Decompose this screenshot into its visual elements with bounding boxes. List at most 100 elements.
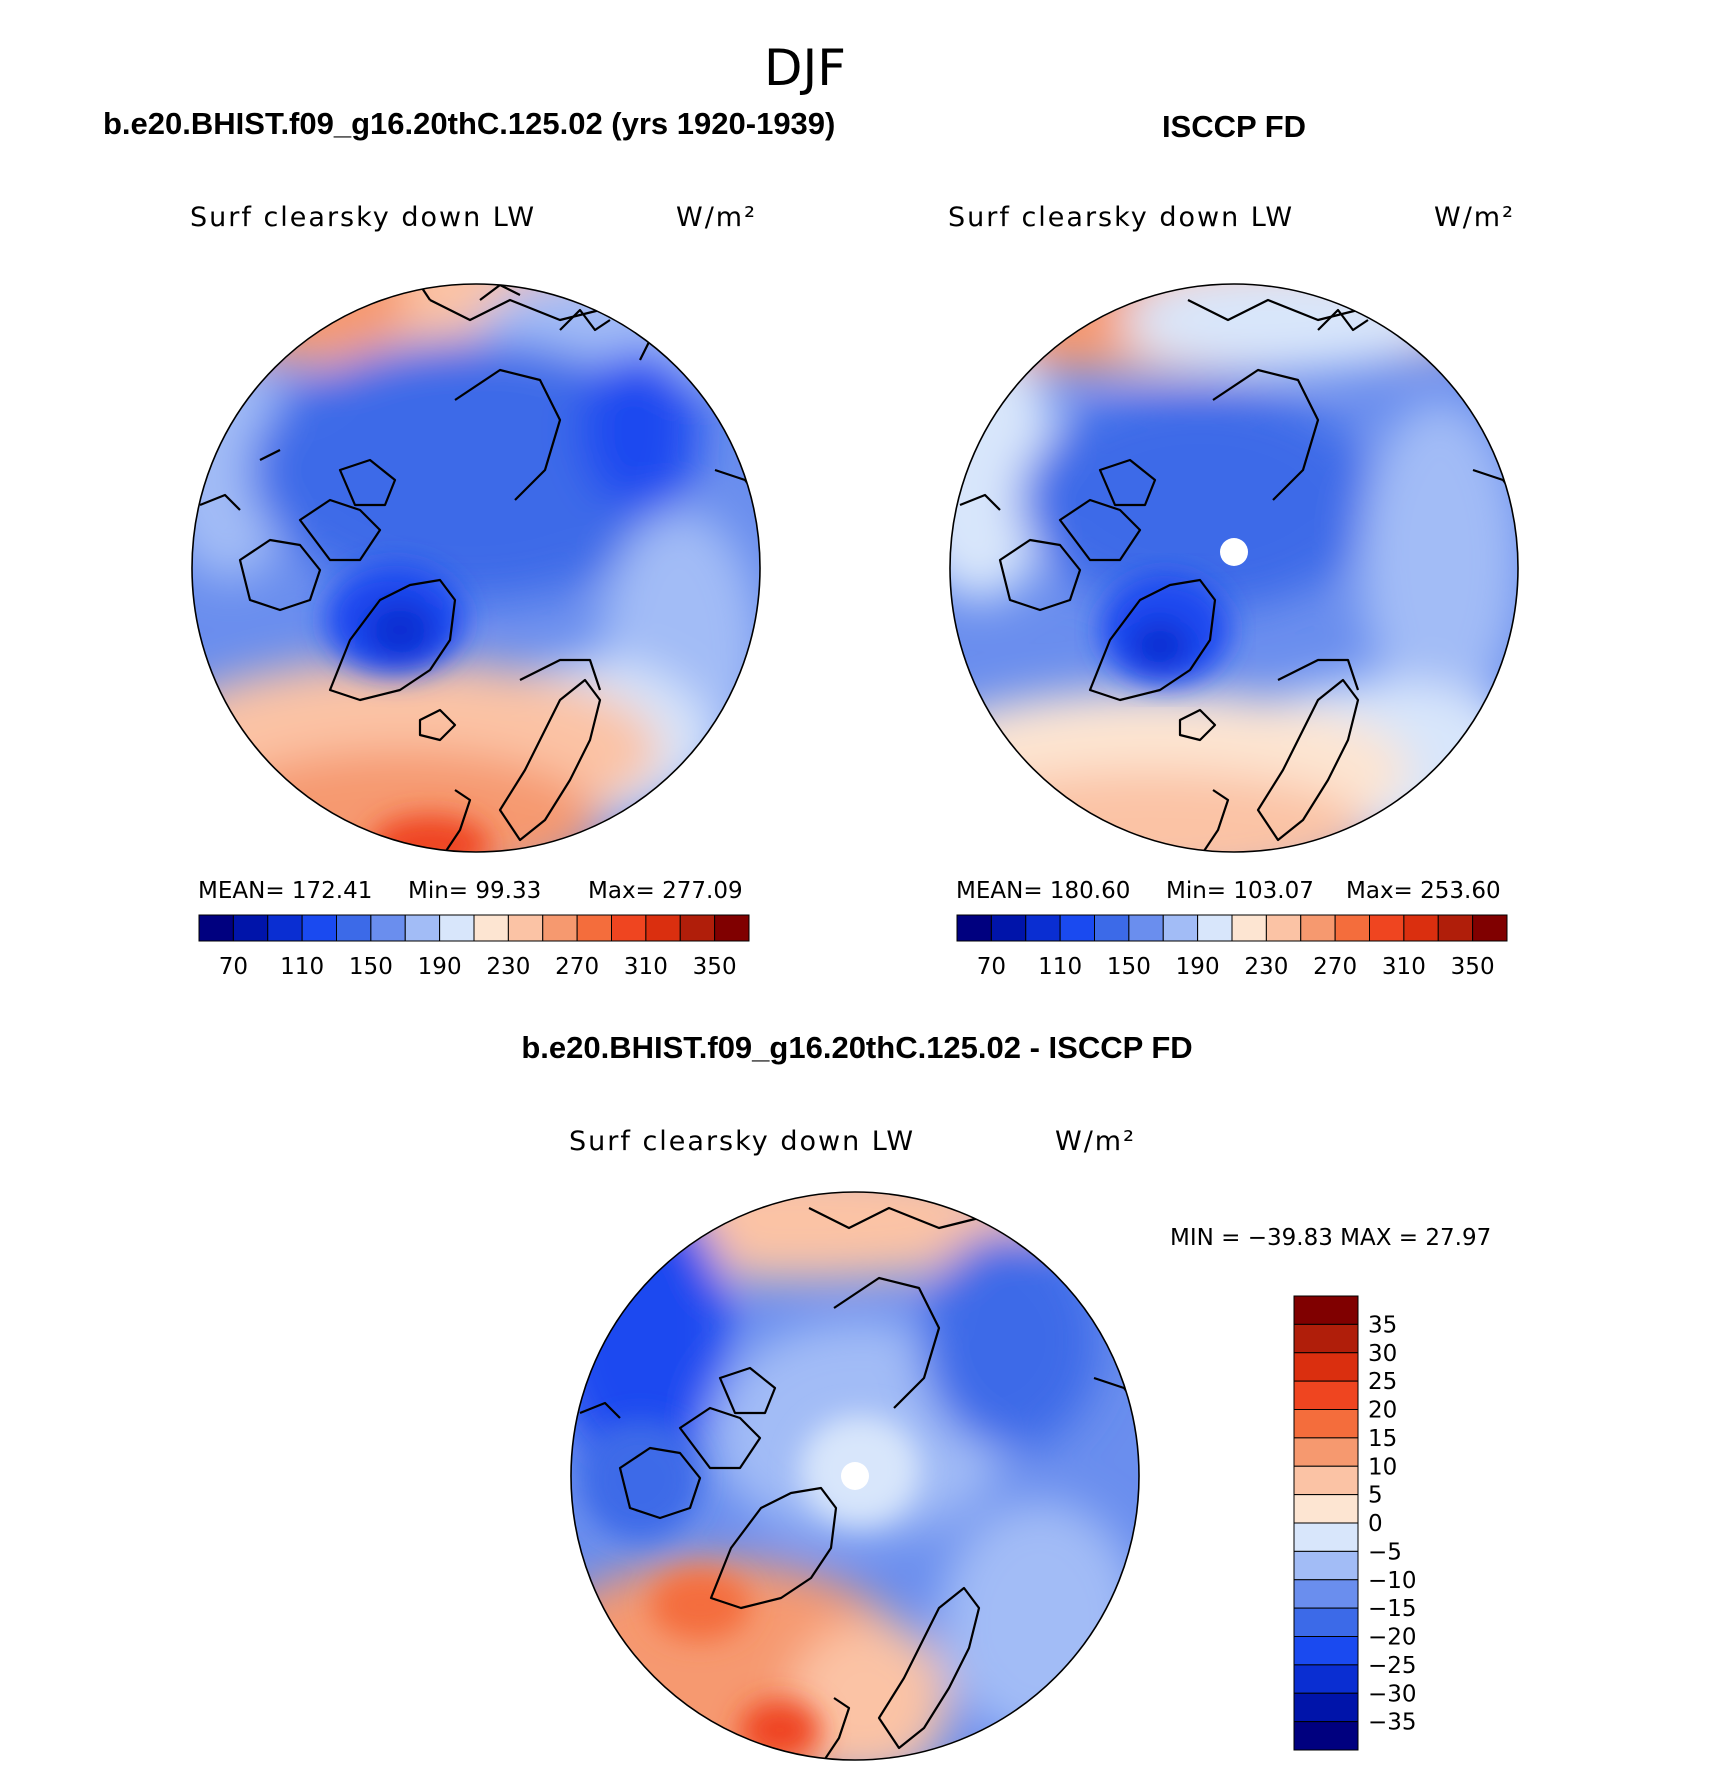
colorbar-swatch (1094, 914, 1130, 942)
colorbar-swatch (1293, 1380, 1359, 1410)
colorbar-swatch (301, 914, 337, 942)
panel-obs-map (950, 284, 1518, 852)
colorbar-swatch (679, 914, 716, 942)
colorbar-swatch (267, 914, 303, 942)
panel-model-max: Max= 277.09 (588, 878, 743, 904)
colorbar-swatch (1300, 914, 1336, 942)
panel-model: b.e20.BHIST.f09_g16.20thC.125.02 (yrs 19… (103, 106, 835, 980)
panel-model-mean: MEAN= 172.41 (198, 878, 372, 904)
panel-diff-colorbar (1293, 1295, 1359, 1751)
colorbar-tick-label: 270 (1313, 954, 1357, 980)
colorbar-tick-label: −20 (1368, 1625, 1417, 1651)
colorbar-swatch (1437, 914, 1474, 942)
panel-obs-colorbar (956, 914, 1508, 942)
panel-diff-map (571, 1192, 1139, 1760)
colorbar-tick-label: −15 (1368, 1596, 1417, 1622)
colorbar-tick-label: 70 (977, 954, 1006, 980)
panel-model-map-border (191, 283, 761, 853)
colorbar-tick-label: 30 (1368, 1341, 1397, 1367)
colorbar-swatch (990, 914, 1027, 942)
colorbar-swatch (1293, 1494, 1359, 1524)
colorbar-tick-label: 230 (1244, 954, 1288, 980)
panel-diff-header: b.e20.BHIST.f09_g16.20thC.125.02 - ISCCP… (521, 1030, 1192, 1065)
colorbar-tick-label: −35 (1368, 1710, 1417, 1736)
colorbar-tick-label: 25 (1368, 1369, 1397, 1395)
colorbar-tick-label: 150 (1107, 954, 1151, 980)
colorbar-tick-label: 35 (1368, 1312, 1397, 1338)
panel-model-map (192, 284, 760, 852)
colorbar-swatch (1369, 914, 1405, 942)
colorbar-tick-label: −30 (1368, 1681, 1417, 1707)
panel-obs-map-border (949, 283, 1519, 853)
colorbar-tick-label: 110 (1038, 954, 1082, 980)
colorbar-swatch (507, 914, 544, 942)
colorbar-swatch (1293, 1522, 1359, 1552)
colorbar-swatch (439, 914, 475, 942)
colorbar-swatch (1403, 914, 1439, 942)
colorbar-swatch (1334, 914, 1370, 942)
colorbar-swatch (576, 914, 612, 942)
colorbar-swatch (1293, 1295, 1359, 1325)
colorbar-swatch (1293, 1607, 1359, 1637)
colorbar-swatch (404, 914, 441, 942)
panel-model-variable: Surf clearsky down LW (190, 202, 536, 233)
colorbar-swatch (1293, 1323, 1359, 1354)
colorbar-tick-label: 15 (1368, 1426, 1397, 1452)
colorbar-tick-label: 70 (219, 954, 248, 980)
panel-model-min: Min= 99.33 (408, 878, 541, 904)
panel-model-units: W/m² (676, 202, 757, 233)
colorbar-swatch (1162, 914, 1199, 942)
panel-model-header: b.e20.BHIST.f09_g16.20thC.125.02 (yrs 19… (103, 106, 835, 141)
colorbar-swatch (232, 914, 269, 942)
panel-diff: b.e20.BHIST.f09_g16.20thC.125.02 - ISCCP… (521, 1030, 1491, 1761)
colorbar-swatch (1231, 914, 1267, 942)
colorbar-tick-label: −5 (1368, 1539, 1402, 1565)
colorbar-swatch (1293, 1550, 1359, 1581)
colorbar-tick-label: 150 (349, 954, 393, 980)
panel-diff-units: W/m² (1055, 1126, 1136, 1157)
colorbar-swatch (370, 914, 406, 942)
colorbar-swatch (1025, 914, 1061, 942)
colorbar-tick-label: 190 (418, 954, 462, 980)
panel-obs-min: Min= 103.07 (1166, 878, 1314, 904)
colorbar-swatch (542, 914, 578, 942)
figure-title: DJF (764, 39, 846, 97)
colorbar-swatch (714, 914, 750, 942)
colorbar-tick-label: 310 (1382, 954, 1426, 980)
colorbar-tick-label: −10 (1368, 1568, 1417, 1594)
colorbar-tick-label: 230 (486, 954, 530, 980)
colorbar-swatch (1293, 1352, 1359, 1382)
panel-diff-variable: Surf clearsky down LW (569, 1126, 915, 1157)
colorbar-swatch (1293, 1437, 1359, 1467)
colorbar-tick-label: 110 (280, 954, 324, 980)
colorbar-tick-label: 310 (624, 954, 668, 980)
colorbar-tick-label: 20 (1368, 1398, 1397, 1424)
colorbar-swatch (645, 914, 681, 942)
panel-obs: ISCCP FD Surf clearsky down LW W/m² (948, 109, 1519, 980)
colorbar-swatch (1293, 1465, 1359, 1496)
colorbar-swatch (1197, 914, 1233, 942)
colorbar-swatch (1293, 1636, 1359, 1666)
colorbar-swatch (1128, 914, 1164, 942)
panel-obs-variable: Surf clearsky down LW (948, 202, 1294, 233)
panel-obs-colorbar-ticks: 70 110 150 190 230 270 310 350 (977, 954, 1495, 980)
colorbar-tick-label: 10 (1368, 1454, 1397, 1480)
colorbar-swatch (336, 914, 372, 942)
colorbar-swatch (1059, 914, 1095, 942)
panel-model-colorbar-ticks: 70 110 150 190 230 270 310 350 (219, 954, 737, 980)
panel-diff-map-border (570, 1191, 1140, 1761)
panel-obs-max: Max= 253.60 (1346, 878, 1501, 904)
colorbar-tick-label: 350 (693, 954, 737, 980)
colorbar-tick-label: 0 (1368, 1511, 1383, 1537)
colorbar-swatch (1265, 914, 1302, 942)
colorbar-swatch (1293, 1579, 1359, 1609)
panel-obs-mean: MEAN= 180.60 (956, 878, 1130, 904)
colorbar-tick-label: 5 (1368, 1483, 1383, 1509)
colorbar-tick-label: 350 (1451, 954, 1495, 980)
panel-obs-header: ISCCP FD (1162, 109, 1306, 144)
panel-obs-units: W/m² (1434, 202, 1515, 233)
colorbar-tick-label: 190 (1176, 954, 1220, 980)
colorbar-tick-label: −25 (1368, 1653, 1417, 1679)
